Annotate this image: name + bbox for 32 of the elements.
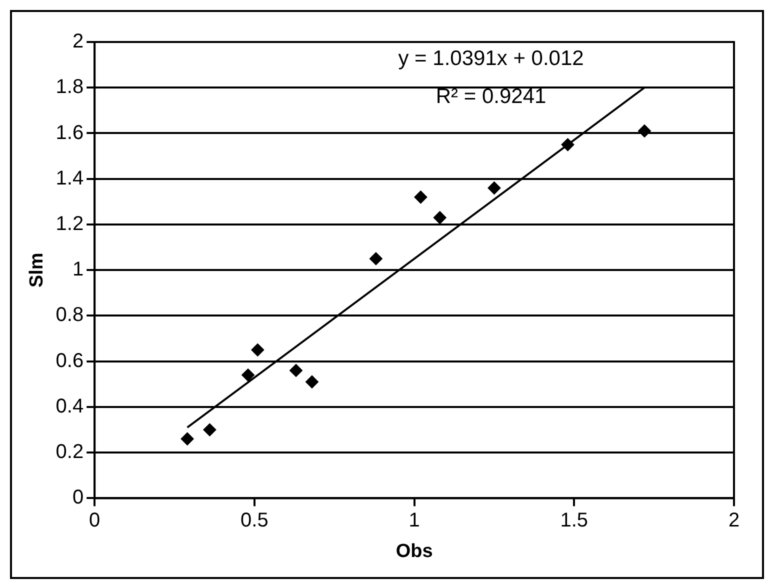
- y-tick-label: 0.8: [56, 304, 84, 326]
- y-tick-label: 2: [72, 30, 84, 53]
- x-tick-label: 1: [408, 510, 420, 532]
- point: [561, 138, 574, 152]
- x-axis-title: Obs: [396, 540, 433, 562]
- point: [414, 190, 428, 204]
- y-tick-label: 0.4: [56, 395, 84, 418]
- point: [433, 211, 446, 224]
- point: [638, 124, 651, 138]
- x-tick-label: 1.5: [560, 510, 588, 532]
- y-tick-label: 0.2: [56, 441, 84, 464]
- point: [203, 423, 216, 436]
- y-tick-label: 1: [72, 258, 84, 281]
- x-tick-label: 2: [728, 510, 740, 532]
- point: [251, 343, 264, 356]
- point: [180, 432, 194, 446]
- y-axis-title: Slm: [26, 252, 48, 288]
- point: [290, 364, 303, 377]
- point: [242, 368, 255, 382]
- y-tick-label: 1.8: [56, 76, 84, 98]
- point: [369, 252, 382, 266]
- point: [306, 375, 318, 388]
- annotation: y = 1.0391x + 0.012: [398, 46, 584, 70]
- y-tick-label: 1.2: [56, 212, 84, 235]
- y-tick-label: 0: [72, 486, 84, 509]
- annotation: R² = 0.9241: [436, 84, 546, 108]
- x-tick-label: 0.5: [240, 510, 268, 532]
- y-tick-label: 0.6: [56, 350, 84, 372]
- x-tick-label: 0: [89, 510, 100, 532]
- y-tick-label: 1.6: [56, 122, 84, 144]
- y-tick-label: 1.4: [56, 167, 84, 190]
- point: [488, 181, 501, 194]
